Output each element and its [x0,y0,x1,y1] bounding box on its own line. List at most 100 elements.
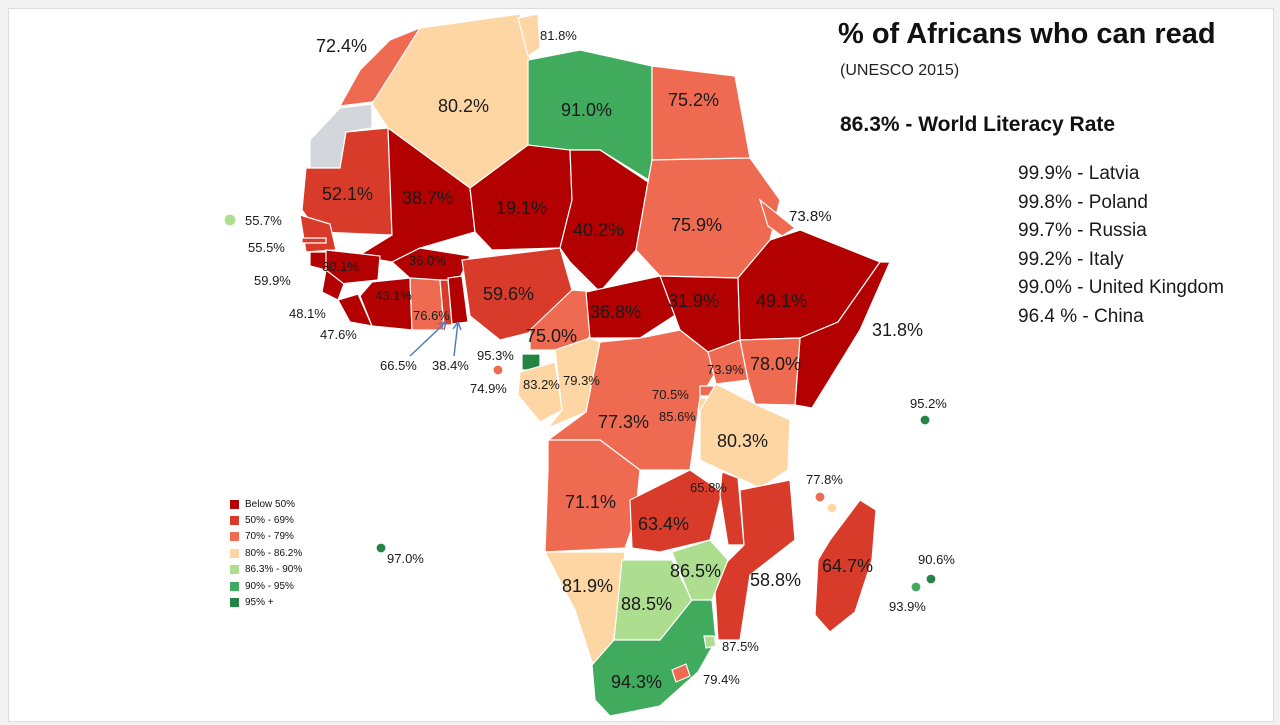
country-zimbabwe [671,539,729,603]
legend-label: Below 50% [245,498,296,510]
label-seychelles: 95.2% [910,396,947,411]
label-car: 36.8% [590,302,641,322]
label-zimbabwe: 86.5% [670,561,721,581]
label-morocco: 72.4% [316,36,367,56]
map-subtitle: (UNESCO 2015) [840,62,960,79]
label-sao-tome: 74.9% [470,381,507,396]
label-cote-divoire: 43.1% [375,288,412,303]
country-kenya [739,337,801,406]
country-labels: 72.4% 80.2% 81.8% 91.0% 75.2% 52.1% 38.7… [245,28,955,692]
label-togo: 66.5% [380,358,417,373]
label-somalia: 31.8% [872,320,923,340]
island-comoros-a [814,491,826,503]
country-swaziland [703,635,717,649]
label-lesotho: 79.4% [703,672,740,687]
legend-label: 70% - 79% [245,531,294,543]
label-libya: 91.0% [561,100,612,120]
label-south-sudan: 31.9% [668,291,719,311]
arrow-benin [453,321,459,357]
label-botswana: 88.5% [621,594,672,614]
legend-swatch [230,532,239,542]
label-angola: 71.1% [565,492,616,512]
country-cote-divoire [359,277,413,331]
world-literacy-rate: 86.3% - World Literacy Rate [840,113,1116,136]
legend-label: 90% - 95% [245,580,294,592]
label-tanzania: 80.3% [717,431,768,451]
label-congo: 79.3% [563,373,600,388]
legend-swatch [230,516,239,526]
island-comoros-b [826,502,838,514]
label-nigeria: 59.6% [483,284,534,304]
country-angola [544,439,641,553]
comparison-list: 99.9% - Latvia 99.8% - Poland 99.7% - Ru… [1018,160,1224,332]
label-niger: 19.1% [496,198,547,218]
legend-item: 70% - 79% [230,529,302,545]
label-swaziland: 87.5% [722,639,759,654]
island-seychelles [919,414,931,426]
comparison-item: 99.0% - United Kingdom [1018,277,1224,299]
country-malawi [719,471,745,546]
legend-item: 90% - 95% [230,578,302,594]
label-burundi: 85.6% [659,409,696,424]
country-guinea [325,249,381,285]
label-cameroon: 75.0% [526,326,577,346]
arrow-togo [409,321,447,357]
label-sudan: 75.9% [671,215,722,235]
callout-arrows [409,321,462,357]
legend-swatch [230,565,239,575]
label-drc: 77.3% [598,412,649,432]
label-zambia: 63.4% [638,514,689,534]
label-ethiopia: 49.1% [756,291,807,311]
label-guinea-bissau: 48.1% [289,306,326,321]
comparison-item: 99.2% - Italy [1018,248,1124,270]
label-uganda: 73.9% [707,362,744,377]
label-tunisia: 81.8% [540,28,577,43]
legend-label: 80% - 86.2% [245,547,303,559]
country-tanzania [699,383,791,489]
label-gabon: 83.2% [523,377,560,392]
comparison-item: 99.9% - Latvia [1018,163,1140,184]
legend-item: 80% - 86.2% [230,545,302,561]
label-burkina: 36.0% [409,253,446,268]
label-senegal: 55.5% [248,240,285,255]
label-madagascar: 64.7% [822,556,873,576]
island-mauritius [925,573,937,585]
label-gambia: 59.9% [254,273,291,288]
label-comoros: 77.8% [806,472,843,487]
legend-swatch [230,598,239,608]
label-mauritania: 52.1% [322,184,373,204]
arrow-head-togo [437,321,447,331]
country-egypt [651,65,751,161]
label-benin: 38.4% [432,358,469,373]
country-mozambique [713,479,796,641]
label-eritrea: 73.8% [789,208,832,225]
comparison-item: 96.4 % - China [1018,305,1144,327]
legend-item: 50% - 69% [230,512,302,528]
country-gabon [517,361,563,423]
label-ghana: 76.6% [413,308,450,323]
comparison-item: 99.7% - Russia [1018,220,1147,242]
legend-swatch [230,499,239,509]
label-namibia: 81.9% [562,576,613,596]
label-chad: 40.2% [573,220,624,240]
legend-item: 95% + [230,594,302,610]
comparison-item: 99.8% - Poland [1018,191,1148,213]
label-st-helena: 97.0% [387,551,424,566]
label-kenya: 78.0% [750,354,801,374]
label-cape-verde: 55.7% [245,213,282,228]
country-car [585,275,681,339]
label-guinea: 30.1% [322,259,359,274]
label-malawi: 65.8% [690,480,727,495]
legend-label: 86.3% - 90% [245,564,303,576]
label-mali: 38.7% [402,188,453,208]
map-title: % of Africans who can read [838,18,1216,50]
label-sierra-leone: 47.6% [320,327,357,342]
island-reunion [910,581,922,593]
country-lesotho [671,663,691,683]
legend-label: 95% + [245,597,274,609]
country-somalia [794,261,891,409]
island-cape-verde [223,213,237,227]
label-south-africa: 94.3% [611,672,662,692]
